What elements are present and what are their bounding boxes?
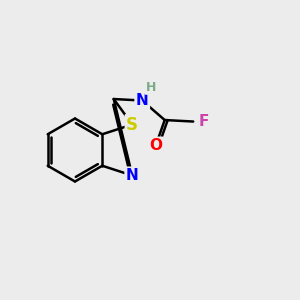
Text: N: N bbox=[136, 93, 148, 108]
Text: F: F bbox=[199, 114, 209, 129]
Text: O: O bbox=[149, 138, 162, 153]
Text: H: H bbox=[146, 80, 156, 94]
Text: N: N bbox=[126, 168, 139, 183]
Text: S: S bbox=[126, 116, 138, 134]
